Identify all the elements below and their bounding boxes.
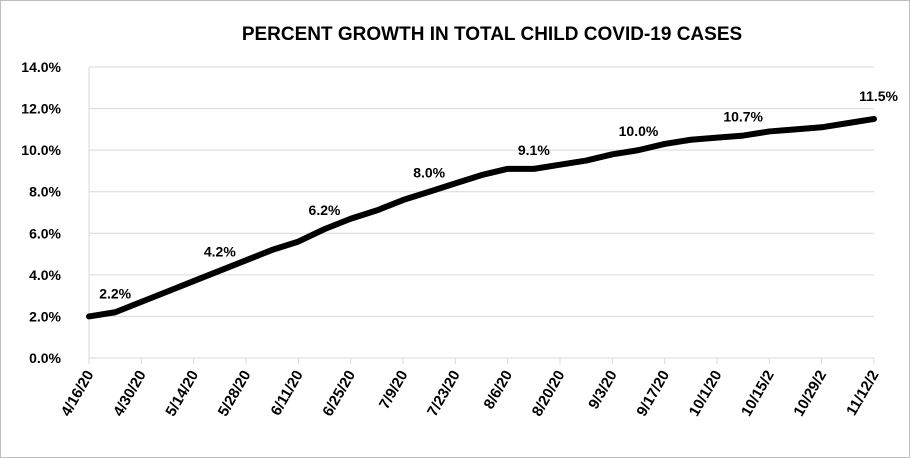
data-label: 8.0% [413, 165, 445, 181]
data-label: 10.0% [619, 123, 659, 139]
x-tick-label: 8/6/20 [481, 368, 517, 413]
x-tick-label: 6/25/20 [319, 368, 359, 420]
y-tick-label: 10.0% [21, 142, 61, 158]
data-label: 6.2% [309, 202, 341, 218]
data-label: 11.5% [859, 88, 898, 104]
y-tick-label: 14.0% [21, 59, 61, 75]
data-label: 10.7% [723, 109, 763, 125]
series-line [86, 115, 877, 320]
x-tick-label: 11/12/2 [843, 368, 882, 419]
x-tick-label: 10/1/20 [686, 368, 726, 420]
y-axis-tick-labels: 0.0% 2.0% 4.0% 6.0% 8.0% 10.0% 12.0% 14.0% [21, 59, 61, 366]
x-tick-label: 9/3/20 [585, 368, 621, 413]
x-tick-label: 7/9/20 [376, 368, 412, 413]
x-tick-label: 4/30/20 [110, 368, 150, 420]
y-tick-label: 4.0% [29, 267, 61, 283]
series-layer [86, 115, 877, 320]
x-tick-label: 8/20/20 [529, 368, 569, 420]
x-axis [88, 67, 875, 364]
data-labels: 2.2% 4.2% 6.2% 8.0% 9.1% 10.0% 10.7% 11.5% [99, 88, 898, 301]
x-tick-label: 4/16/20 [58, 368, 98, 420]
x-tick-label: 9/17/20 [633, 368, 673, 420]
data-label: 9.1% [518, 142, 550, 158]
data-label: 2.2% [99, 285, 131, 301]
y-tick-label: 6.0% [29, 225, 61, 241]
grid-lines [89, 66, 874, 317]
x-tick-label: 10/29/2 [790, 368, 830, 420]
x-tick-label: 10/15/2 [738, 368, 778, 420]
y-tick-label: 12.0% [21, 101, 61, 117]
x-tick-label: 5/14/20 [162, 368, 202, 420]
y-tick-label: 2.0% [29, 308, 61, 324]
chart-title: PERCENT GROWTH IN TOTAL CHILD COVID-19 C… [242, 24, 742, 45]
y-tick-label: 8.0% [29, 184, 61, 200]
x-axis-tick-labels: 4/16/20 4/30/20 5/14/20 5/28/20 6/11/20 6/25/… [58, 368, 883, 420]
x-tick-label: 7/23/20 [424, 368, 464, 420]
x-tick-label: 6/11/20 [267, 368, 306, 419]
y-tick-label: 0.0% [29, 350, 61, 366]
data-label: 4.2% [204, 244, 236, 260]
x-tick-label: 5/28/20 [215, 368, 255, 420]
